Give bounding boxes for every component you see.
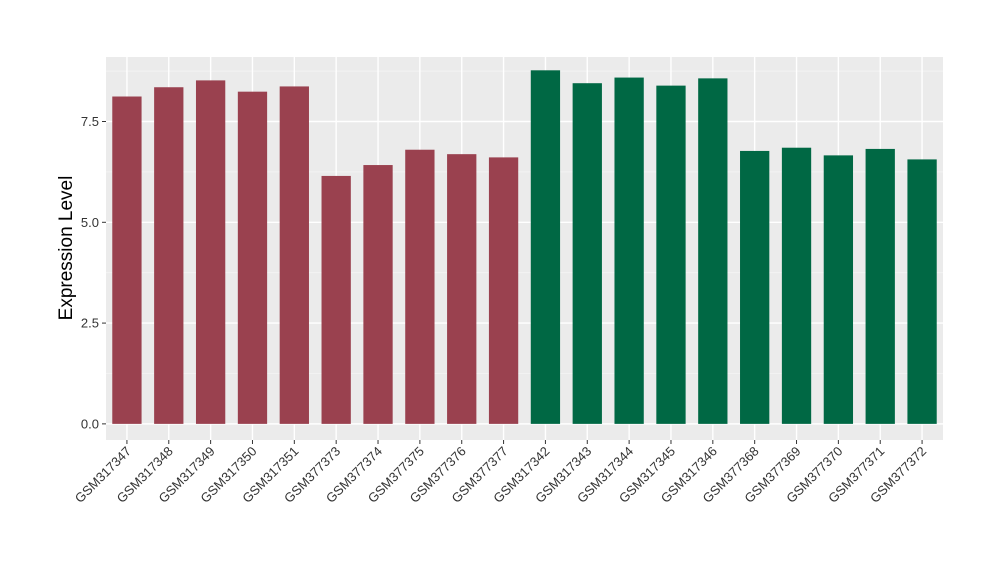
bar: [154, 87, 184, 424]
bar: [237, 91, 268, 424]
bar: [279, 86, 309, 424]
x-axis: GSM317347GSM317348GSM317349GSM317350GSM3…: [72, 440, 929, 506]
y-tick-label: 7.5: [81, 114, 99, 129]
y-axis: 0.0 2.5 5.0 7.5: [81, 114, 106, 431]
bar: [907, 159, 937, 424]
bar: [530, 70, 561, 424]
y-tick-label: 0.0: [81, 416, 99, 431]
y-tick-label: 5.0: [81, 215, 99, 230]
bars: [112, 70, 937, 424]
bar: [698, 78, 728, 424]
bar: [405, 149, 435, 424]
y-tick-label: 2.5: [81, 316, 99, 331]
bar: [112, 96, 142, 424]
bar: [823, 155, 854, 424]
bar: [656, 85, 686, 424]
plot-panel: [106, 57, 943, 440]
bar: [865, 148, 895, 424]
y-axis-title: Expression Level: [56, 176, 77, 321]
bar: [195, 80, 226, 424]
bar: [740, 150, 770, 424]
bar: [321, 175, 351, 424]
bar: [447, 154, 477, 424]
bar: [781, 147, 812, 424]
bar: [614, 77, 644, 424]
bar: [488, 157, 519, 424]
bar: [572, 83, 602, 424]
bar: [363, 165, 393, 424]
